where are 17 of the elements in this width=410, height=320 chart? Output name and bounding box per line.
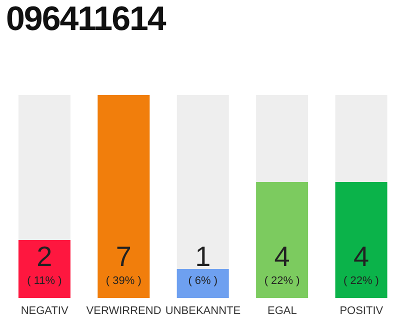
x-tick-label: NEGATIV — [20, 304, 69, 317]
annotation: ( 11% ) — [27, 275, 62, 287]
chart-title: 096411614 — [6, 0, 166, 39]
x-tick-label: EGAL — [268, 304, 297, 317]
data-label: 4 — [274, 241, 290, 272]
annotation: ( 22% ) — [344, 275, 379, 287]
data-label: 1 — [195, 241, 211, 272]
data-label: 4 — [353, 241, 370, 272]
annotation: ( 22% ) — [264, 275, 300, 287]
annotation: ( 39% ) — [106, 275, 142, 287]
x-tick-label: VERWIRREND — [86, 304, 162, 317]
bar — [176, 269, 229, 298]
data-label: 7 — [116, 241, 132, 272]
x-tick-label: UNBEKANNTE — [165, 304, 241, 317]
x-tick-label: POSITIV — [340, 304, 384, 317]
data-label: 2 — [36, 241, 52, 272]
annotation: ( 6% ) — [188, 275, 218, 287]
